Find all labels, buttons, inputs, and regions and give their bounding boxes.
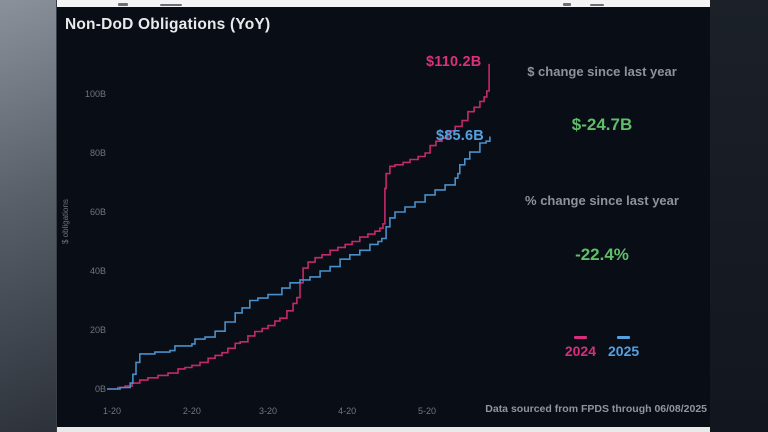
x-tick-label: 4-20	[338, 406, 357, 416]
cropped-text-fragment	[118, 3, 128, 6]
y-tick-label: 0B	[94, 384, 106, 394]
y-tick-label: 40B	[89, 266, 106, 276]
y-tick-label: 60B	[89, 207, 106, 217]
pct-change-label: % change since last year	[525, 193, 679, 208]
chart-legend: 2024 2025	[527, 336, 677, 359]
series-line-2025	[107, 136, 491, 390]
data-source-note: Data sourced from FPDS through 06/08/202…	[485, 403, 707, 415]
x-tick-label: 3-20	[258, 406, 277, 416]
series-end-label-2025: $85.6B	[436, 128, 484, 144]
page-top-strip	[57, 0, 710, 7]
page-bottom-strip	[57, 427, 710, 432]
series-end-label-2024: $110.2B	[426, 54, 482, 70]
cropped-text-fragment	[590, 4, 604, 6]
page-left-margin	[0, 0, 57, 432]
x-tick-label: 1-20	[103, 406, 122, 416]
legend-label: 2025	[608, 343, 640, 359]
pct-change-value: -22.4%	[575, 245, 629, 264]
legend-dash-icon	[617, 336, 631, 339]
x-tick-label: 2-20	[182, 406, 201, 416]
dashboard-panel: Non-DoD Obligations (YoY) $ obligations …	[57, 7, 710, 427]
series-line-2024	[107, 63, 490, 390]
y-tick-label: 100B	[84, 89, 106, 99]
legend-item-2025[interactable]: 2025	[608, 336, 639, 359]
legend-dash-icon	[573, 336, 587, 339]
dollar-change-label: $ change since last year	[527, 64, 677, 79]
y-tick-label: 80B	[89, 148, 106, 158]
dollar-change-value: $-24.7B	[571, 115, 633, 134]
x-tick-label: 5-20	[417, 406, 436, 416]
y-tick-label: 20B	[89, 325, 106, 335]
legend-item-2024[interactable]: 2024	[565, 336, 596, 359]
cropped-text-fragment	[160, 4, 182, 6]
panel-title: Non-DoD Obligations (YoY)	[65, 16, 271, 33]
obligations-line-chart	[107, 63, 491, 390]
legend-label: 2024	[564, 343, 596, 359]
cropped-text-fragment	[563, 3, 571, 6]
